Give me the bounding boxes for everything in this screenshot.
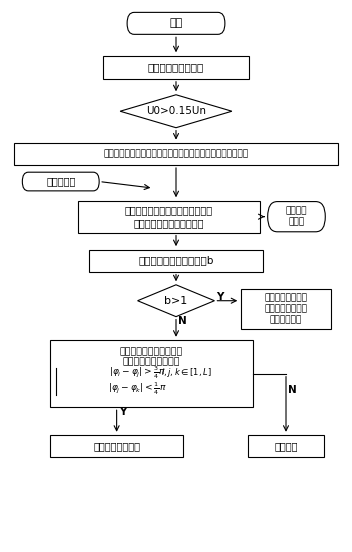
Text: 计算原子能量熵比例因子b: 计算原子能量熵比例因子b: [138, 256, 214, 266]
Text: 存储到数
据库中: 存储到数 据库中: [286, 206, 307, 227]
Text: N: N: [178, 316, 187, 326]
Bar: [78, 201, 260, 232]
Text: 存在某线自由振荡能量大: 存在某线自由振荡能量大: [120, 347, 183, 356]
FancyBboxPatch shape: [127, 12, 225, 34]
FancyBboxPatch shape: [22, 172, 99, 191]
Text: b>1: b>1: [164, 296, 188, 306]
Bar: [241, 289, 331, 329]
Text: Y: Y: [119, 407, 126, 417]
Polygon shape: [138, 285, 214, 317]
Text: 母线故障: 母线故障: [274, 441, 298, 451]
Text: 该线路为故障线路: 该线路为故障线路: [93, 441, 140, 451]
Text: 开始: 开始: [169, 18, 183, 28]
Text: 数据预处理: 数据预处理: [46, 177, 75, 187]
Polygon shape: [120, 95, 232, 128]
Bar: [89, 250, 263, 272]
Bar: [50, 340, 253, 407]
Text: U0>0.15Un: U0>0.15Un: [146, 106, 206, 116]
Text: $|\varphi_j - \varphi_k| < \frac{1}{4}\pi$: $|\varphi_j - \varphi_k| < \frac{1}{4}\p…: [108, 381, 167, 397]
Bar: [247, 436, 325, 457]
Text: Y: Y: [216, 292, 223, 302]
Bar: [50, 436, 183, 457]
Text: 找到衰减直流分量
能量最大的线路确
定为故障线路: 找到衰减直流分量 能量最大的线路确 定为故障线路: [264, 293, 308, 325]
Text: N: N: [288, 385, 296, 395]
Bar: [14, 143, 338, 165]
Text: 计算系统的零序电压: 计算系统的零序电压: [148, 62, 204, 72]
Text: 于其他各线能量且满足: 于其他各线能量且满足: [123, 357, 180, 366]
Text: $|\varphi_i - \varphi_j| > \frac{3}{4}\pi$: $|\varphi_i - \varphi_j| > \frac{3}{4}\p…: [109, 364, 166, 381]
Text: 对各线路暂态零序电流进行原子分
解提取暂态分量特征量信息: 对各线路暂态零序电流进行原子分 解提取暂态分量特征量信息: [125, 205, 213, 228]
Text: $i, j, k \in [1, L]$: $i, j, k \in [1, L]$: [161, 366, 212, 379]
Bar: [103, 56, 249, 79]
FancyBboxPatch shape: [268, 201, 325, 232]
Text: 启动选线装置记录故障前后的母线零序电压和各线路零序电流: 启动选线装置记录故障前后的母线零序电压和各线路零序电流: [103, 150, 249, 158]
